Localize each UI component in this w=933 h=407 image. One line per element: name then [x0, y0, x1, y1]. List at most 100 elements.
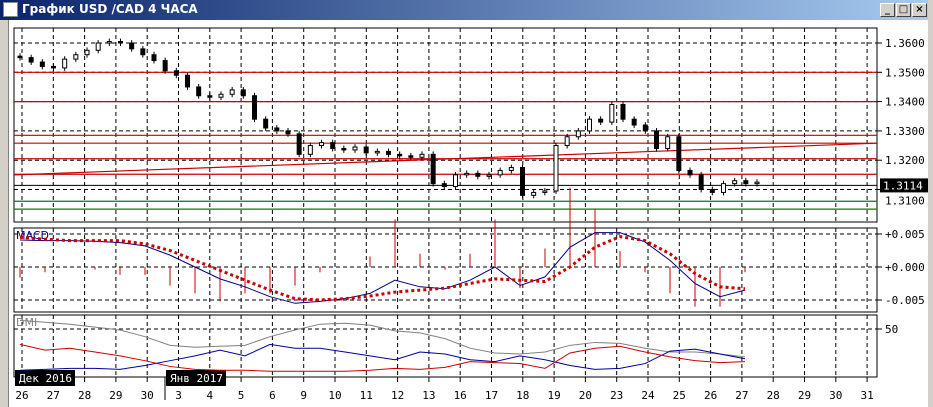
- price-axis-label: 1.3400: [885, 96, 925, 109]
- x-axis-label: 28: [767, 389, 780, 402]
- candle: [575, 130, 581, 138]
- candle: [486, 174, 492, 177]
- dmi-label: DMI: [16, 316, 37, 329]
- candle: [129, 42, 135, 50]
- candle: [687, 169, 693, 176]
- candle: [732, 180, 738, 185]
- x-axis-label: 16: [454, 389, 467, 402]
- candle: [542, 190, 548, 193]
- candle: [464, 172, 470, 176]
- macd-axis-label: +0.000: [885, 261, 925, 274]
- candle: [754, 181, 760, 185]
- x-axis-label: 23: [610, 389, 623, 402]
- macd-axis-label: -0.005: [885, 294, 925, 307]
- title-bar[interactable]: График USD /CAD 4 ЧАСА _ □ ×: [0, 0, 928, 20]
- candle: [441, 183, 447, 188]
- price-axis-label: 1.3500: [885, 66, 925, 79]
- candle: [497, 169, 503, 176]
- candle: [73, 54, 79, 60]
- candle: [363, 146, 369, 154]
- x-axis-label: 24: [641, 389, 655, 402]
- x-axis-label: 31: [860, 389, 873, 402]
- candle: [721, 183, 726, 193]
- price-panel: [13, 27, 878, 223]
- window-title: График USD /CAD 4 ЧАСА: [22, 2, 198, 16]
- candle: [330, 142, 336, 149]
- candle: [531, 191, 537, 196]
- month-marker-bg: [15, 370, 75, 386]
- x-axis-label: 26: [15, 389, 28, 402]
- dmi-axis-label: 50: [885, 323, 898, 336]
- candle: [95, 42, 101, 51]
- minus-di-line: [19, 343, 746, 372]
- candle: [374, 150, 380, 154]
- month-marker-bg: [166, 370, 226, 386]
- x-axis-label: 25: [673, 389, 686, 402]
- x-axis-label: 17: [485, 389, 498, 402]
- x-axis-label: 9: [300, 389, 307, 402]
- x-axis-label: 29: [798, 389, 811, 402]
- candle: [352, 146, 358, 151]
- macd-axis-label: +0.005: [885, 228, 925, 241]
- candle: [285, 130, 291, 135]
- dmi-panel: [13, 314, 878, 378]
- candle: [173, 70, 179, 76]
- candle: [676, 136, 682, 171]
- month-marker: Янв 2017: [170, 372, 223, 385]
- last-price-badge: [880, 178, 928, 193]
- candle: [207, 95, 213, 98]
- price-axis-label: 1.3100: [885, 194, 925, 207]
- candle: [553, 145, 559, 192]
- candle: [140, 48, 146, 56]
- candle: [252, 95, 257, 120]
- candle: [620, 104, 626, 120]
- candle: [642, 124, 648, 132]
- macd-signal-line: [19, 235, 746, 302]
- price-axis-label: 1.3300: [885, 125, 925, 138]
- candle: [419, 153, 425, 158]
- price-axis-label: 1.3200: [885, 154, 925, 167]
- candle: [196, 86, 202, 97]
- candle: [564, 136, 570, 147]
- x-axis-label: 5: [238, 389, 245, 402]
- candle: [229, 89, 235, 95]
- candle: [39, 61, 45, 67]
- minimize-button[interactable]: _: [880, 3, 895, 17]
- candle: [397, 153, 403, 157]
- x-axis-label: 29: [109, 389, 122, 402]
- candle: [185, 74, 190, 88]
- close-button[interactable]: ×: [912, 3, 927, 17]
- x-axis-label: 13: [422, 389, 435, 402]
- candle: [609, 104, 615, 123]
- x-axis-label: 11: [360, 389, 373, 402]
- x-axis-label: 12: [391, 389, 404, 402]
- candle: [341, 147, 347, 151]
- left-frame: [0, 20, 9, 407]
- candle: [263, 118, 269, 129]
- candle: [106, 41, 112, 44]
- candle: [62, 58, 68, 69]
- macd-panel: [13, 227, 878, 313]
- x-axis-label: 6: [269, 389, 276, 402]
- candle: [475, 172, 481, 177]
- candle: [274, 127, 280, 132]
- price-axis-label: 1.3600: [885, 37, 925, 50]
- maximize-button[interactable]: □: [896, 3, 911, 17]
- candle: [665, 136, 671, 149]
- candle: [508, 167, 514, 171]
- x-axis-label: 4: [206, 389, 213, 402]
- candle: [28, 57, 34, 63]
- x-axis-label: 27: [47, 389, 60, 402]
- candle: [430, 153, 436, 185]
- candle: [151, 54, 157, 62]
- x-axis-label: 27: [735, 389, 748, 402]
- candle: [709, 189, 715, 193]
- month-marker: Дек 2016: [19, 372, 72, 385]
- candle: [84, 49, 90, 56]
- candle: [453, 174, 458, 188]
- x-axis-label: 19: [547, 389, 560, 402]
- chart-app-icon: [3, 2, 18, 17]
- last-price-label: 1.3114: [883, 179, 923, 192]
